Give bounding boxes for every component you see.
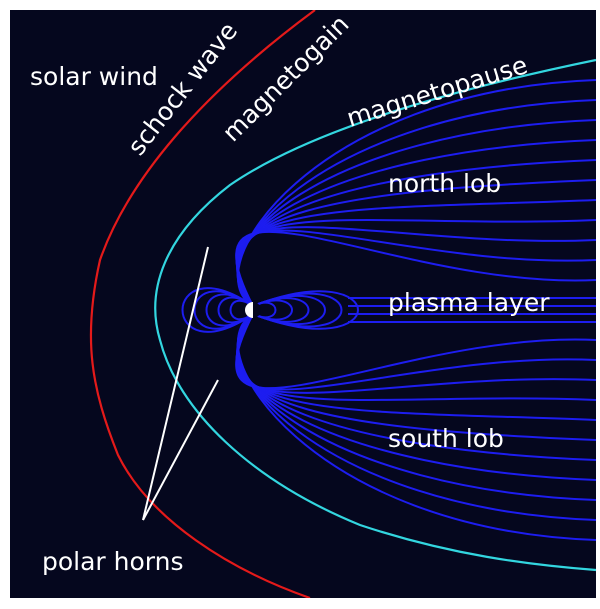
- field-line-north-tail: [236, 99, 596, 307]
- field-line-dayside-loop: [193, 290, 254, 330]
- magnetosphere-svg: solar wind schock wave magnetogain magne…: [30, 10, 596, 598]
- field-line-north-tail: [236, 139, 596, 307]
- field-line-south-tail: [236, 313, 596, 521]
- polar-horn-pointer-south: [142, 379, 219, 521]
- field-line-dayside-loop: [181, 287, 254, 333]
- field-line-north-tail: [236, 119, 596, 307]
- label-south-lob: south lob: [388, 424, 504, 453]
- field-line-dayside-loop: [217, 296, 254, 324]
- shock-wave-line: [89, 10, 316, 598]
- label-solar-wind: solar wind: [30, 62, 158, 91]
- field-line-nightside-loop: [252, 295, 326, 325]
- label-polar-horns: polar horns: [42, 547, 184, 576]
- polar-horn-pointer-north: [142, 246, 209, 521]
- field-line-south-tail: [236, 313, 596, 501]
- field-line-south-tail: [236, 313, 596, 441]
- magnetosphere-diagram: solar wind schock wave magnetogain magne…: [10, 10, 596, 598]
- field-line-south-tail: [235, 313, 596, 390]
- label-north-lob: north lob: [388, 169, 501, 198]
- earth-icon: [245, 302, 261, 318]
- magnetopause-line: [154, 58, 596, 572]
- field-lines: [181, 79, 596, 541]
- field-line-south-tail: [236, 313, 596, 481]
- field-line-north-tail: [235, 230, 596, 307]
- label-plasma-layer: plasma layer: [388, 288, 550, 317]
- field-line-nightside-loop: [252, 290, 359, 330]
- label-magnetopause: magnetopause: [343, 50, 531, 132]
